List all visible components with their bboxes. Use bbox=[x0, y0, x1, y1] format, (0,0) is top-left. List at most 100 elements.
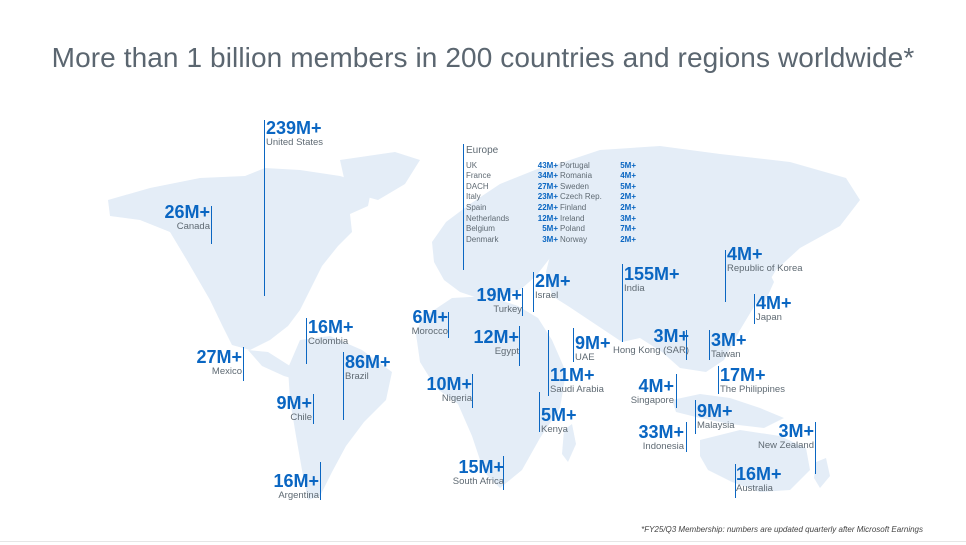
europe-heading: Europe bbox=[466, 145, 499, 156]
region-label-egypt: 12M+ Egypt bbox=[473, 328, 519, 357]
region-name: South Africa bbox=[452, 476, 504, 487]
region-name: Brazil bbox=[345, 371, 369, 382]
region-label-kenya: 5M+ Kenya bbox=[541, 406, 577, 435]
region-value: 27M+ bbox=[196, 347, 242, 367]
region-label-uae: 9M+ UAE bbox=[575, 334, 611, 363]
region-name: Colombia bbox=[308, 336, 349, 347]
page-title: More than 1 billion members in 200 count… bbox=[51, 42, 915, 73]
region-value: 4M+ bbox=[638, 376, 674, 396]
region-value: 6M+ bbox=[412, 307, 448, 327]
europe-country: Poland bbox=[560, 224, 585, 234]
leader-line bbox=[533, 272, 534, 312]
north-america-shape bbox=[108, 168, 372, 350]
region-value: 11M+ bbox=[550, 365, 595, 385]
europe-country: Belgium bbox=[466, 224, 495, 234]
australia-shape bbox=[700, 430, 810, 492]
region-value: 4M+ bbox=[756, 293, 792, 313]
leader-line bbox=[211, 206, 212, 244]
region-name: Taiwan bbox=[711, 349, 741, 360]
region-label-india: 155M+ India bbox=[624, 265, 680, 294]
region-value: 33M+ bbox=[638, 422, 684, 442]
region-label-malaysia: 9M+ Malaysia bbox=[697, 402, 735, 431]
region-name: United States bbox=[266, 137, 324, 148]
leader-line bbox=[622, 264, 623, 342]
europe-country: UK bbox=[466, 160, 478, 170]
leader-line bbox=[313, 394, 314, 424]
region-label-japan: 4M+ Japan bbox=[756, 294, 792, 323]
europe-value: 12M+ bbox=[537, 213, 558, 223]
leader-line bbox=[725, 250, 726, 302]
region-label-argentina: 16M+ Argentina bbox=[273, 472, 319, 501]
leader-line bbox=[754, 294, 755, 324]
leader-line bbox=[718, 366, 719, 394]
leader-line bbox=[676, 374, 677, 408]
europe-value: 2M+ bbox=[620, 202, 636, 212]
leader-line bbox=[573, 328, 574, 362]
region-value: 19M+ bbox=[476, 285, 522, 305]
leader-line bbox=[343, 352, 344, 420]
region-value: 239M+ bbox=[266, 118, 322, 138]
region-value: 9M+ bbox=[575, 333, 611, 353]
region-value: 10M+ bbox=[426, 374, 472, 394]
europe-value: 27M+ bbox=[537, 181, 558, 191]
region-label-chile: 9M+ Chile bbox=[276, 394, 312, 423]
europe-value: 2M+ bbox=[620, 234, 636, 244]
region-name: Egypt bbox=[494, 346, 519, 357]
region-value: 16M+ bbox=[736, 464, 782, 484]
leader-line bbox=[320, 462, 321, 500]
region-value: 16M+ bbox=[308, 317, 354, 337]
new-zealand-shape bbox=[814, 458, 830, 488]
asia-shape bbox=[540, 146, 860, 372]
region-name: Kenya bbox=[541, 424, 568, 435]
leader-line bbox=[472, 374, 473, 408]
europe-country: France bbox=[466, 171, 491, 181]
europe-breakdown: Europe UK France DACH Italy Spain Nether… bbox=[466, 145, 646, 251]
region-label-israel: 2M+ Israel bbox=[535, 272, 571, 301]
region-name: The Philippines bbox=[720, 384, 785, 395]
leader-line bbox=[448, 312, 449, 338]
europe-country: Spain bbox=[466, 202, 487, 212]
leader-line bbox=[815, 422, 816, 474]
bottom-divider bbox=[0, 541, 966, 542]
europe-value: 3M+ bbox=[542, 234, 558, 244]
footnote: *FY25/Q3 Membership: numbers are updated… bbox=[641, 525, 923, 534]
europe-country: Finland bbox=[560, 202, 587, 212]
leader-line bbox=[522, 288, 523, 316]
region-label-singapore: 4M+ Singapore bbox=[631, 377, 674, 406]
region-name: UAE bbox=[575, 352, 595, 363]
region-value: 155M+ bbox=[624, 264, 680, 284]
europe-country: Netherlands bbox=[466, 213, 510, 223]
region-value: 3M+ bbox=[653, 326, 689, 346]
leader-line bbox=[264, 120, 265, 296]
greenland-shape bbox=[340, 152, 420, 200]
region-label-the-philippines: 17M+ The Philippines bbox=[720, 366, 785, 395]
leader-line bbox=[539, 392, 540, 432]
region-label-united-states: 239M+ United States bbox=[266, 119, 323, 148]
region-name: Singapore bbox=[630, 395, 674, 406]
region-label-turkey: 19M+ Turkey bbox=[476, 286, 522, 315]
region-label-hong-kong: 3M+ Hong Kong (SAR) bbox=[613, 327, 689, 356]
sea-islands-shape bbox=[672, 394, 784, 428]
japan-shape bbox=[752, 266, 774, 304]
africa-shape bbox=[416, 296, 566, 488]
region-name: Chile bbox=[290, 412, 312, 423]
region-value: 3M+ bbox=[778, 421, 814, 441]
region-name: Saudi Arabia bbox=[550, 384, 604, 395]
leader-line bbox=[243, 347, 244, 381]
region-name: Turkey bbox=[493, 304, 522, 315]
region-value: 9M+ bbox=[697, 401, 733, 421]
europe-col2-names: Portugal Romania Sweden Czech Rep. Finla… bbox=[560, 161, 602, 246]
leader-line bbox=[503, 456, 504, 490]
region-value: 86M+ bbox=[345, 352, 391, 372]
region-name: Israel bbox=[535, 290, 559, 301]
europe-value: 34M+ bbox=[537, 171, 558, 181]
europe-country: Portugal bbox=[560, 160, 590, 170]
south-america-shape bbox=[288, 336, 392, 500]
europe-value: 5M+ bbox=[542, 224, 558, 234]
region-name: Morocco bbox=[411, 326, 448, 337]
leader-line bbox=[519, 326, 520, 366]
europe-value: 3M+ bbox=[620, 213, 636, 223]
region-label-saudi-arabia: 11M+ Saudi Arabia bbox=[550, 366, 604, 395]
